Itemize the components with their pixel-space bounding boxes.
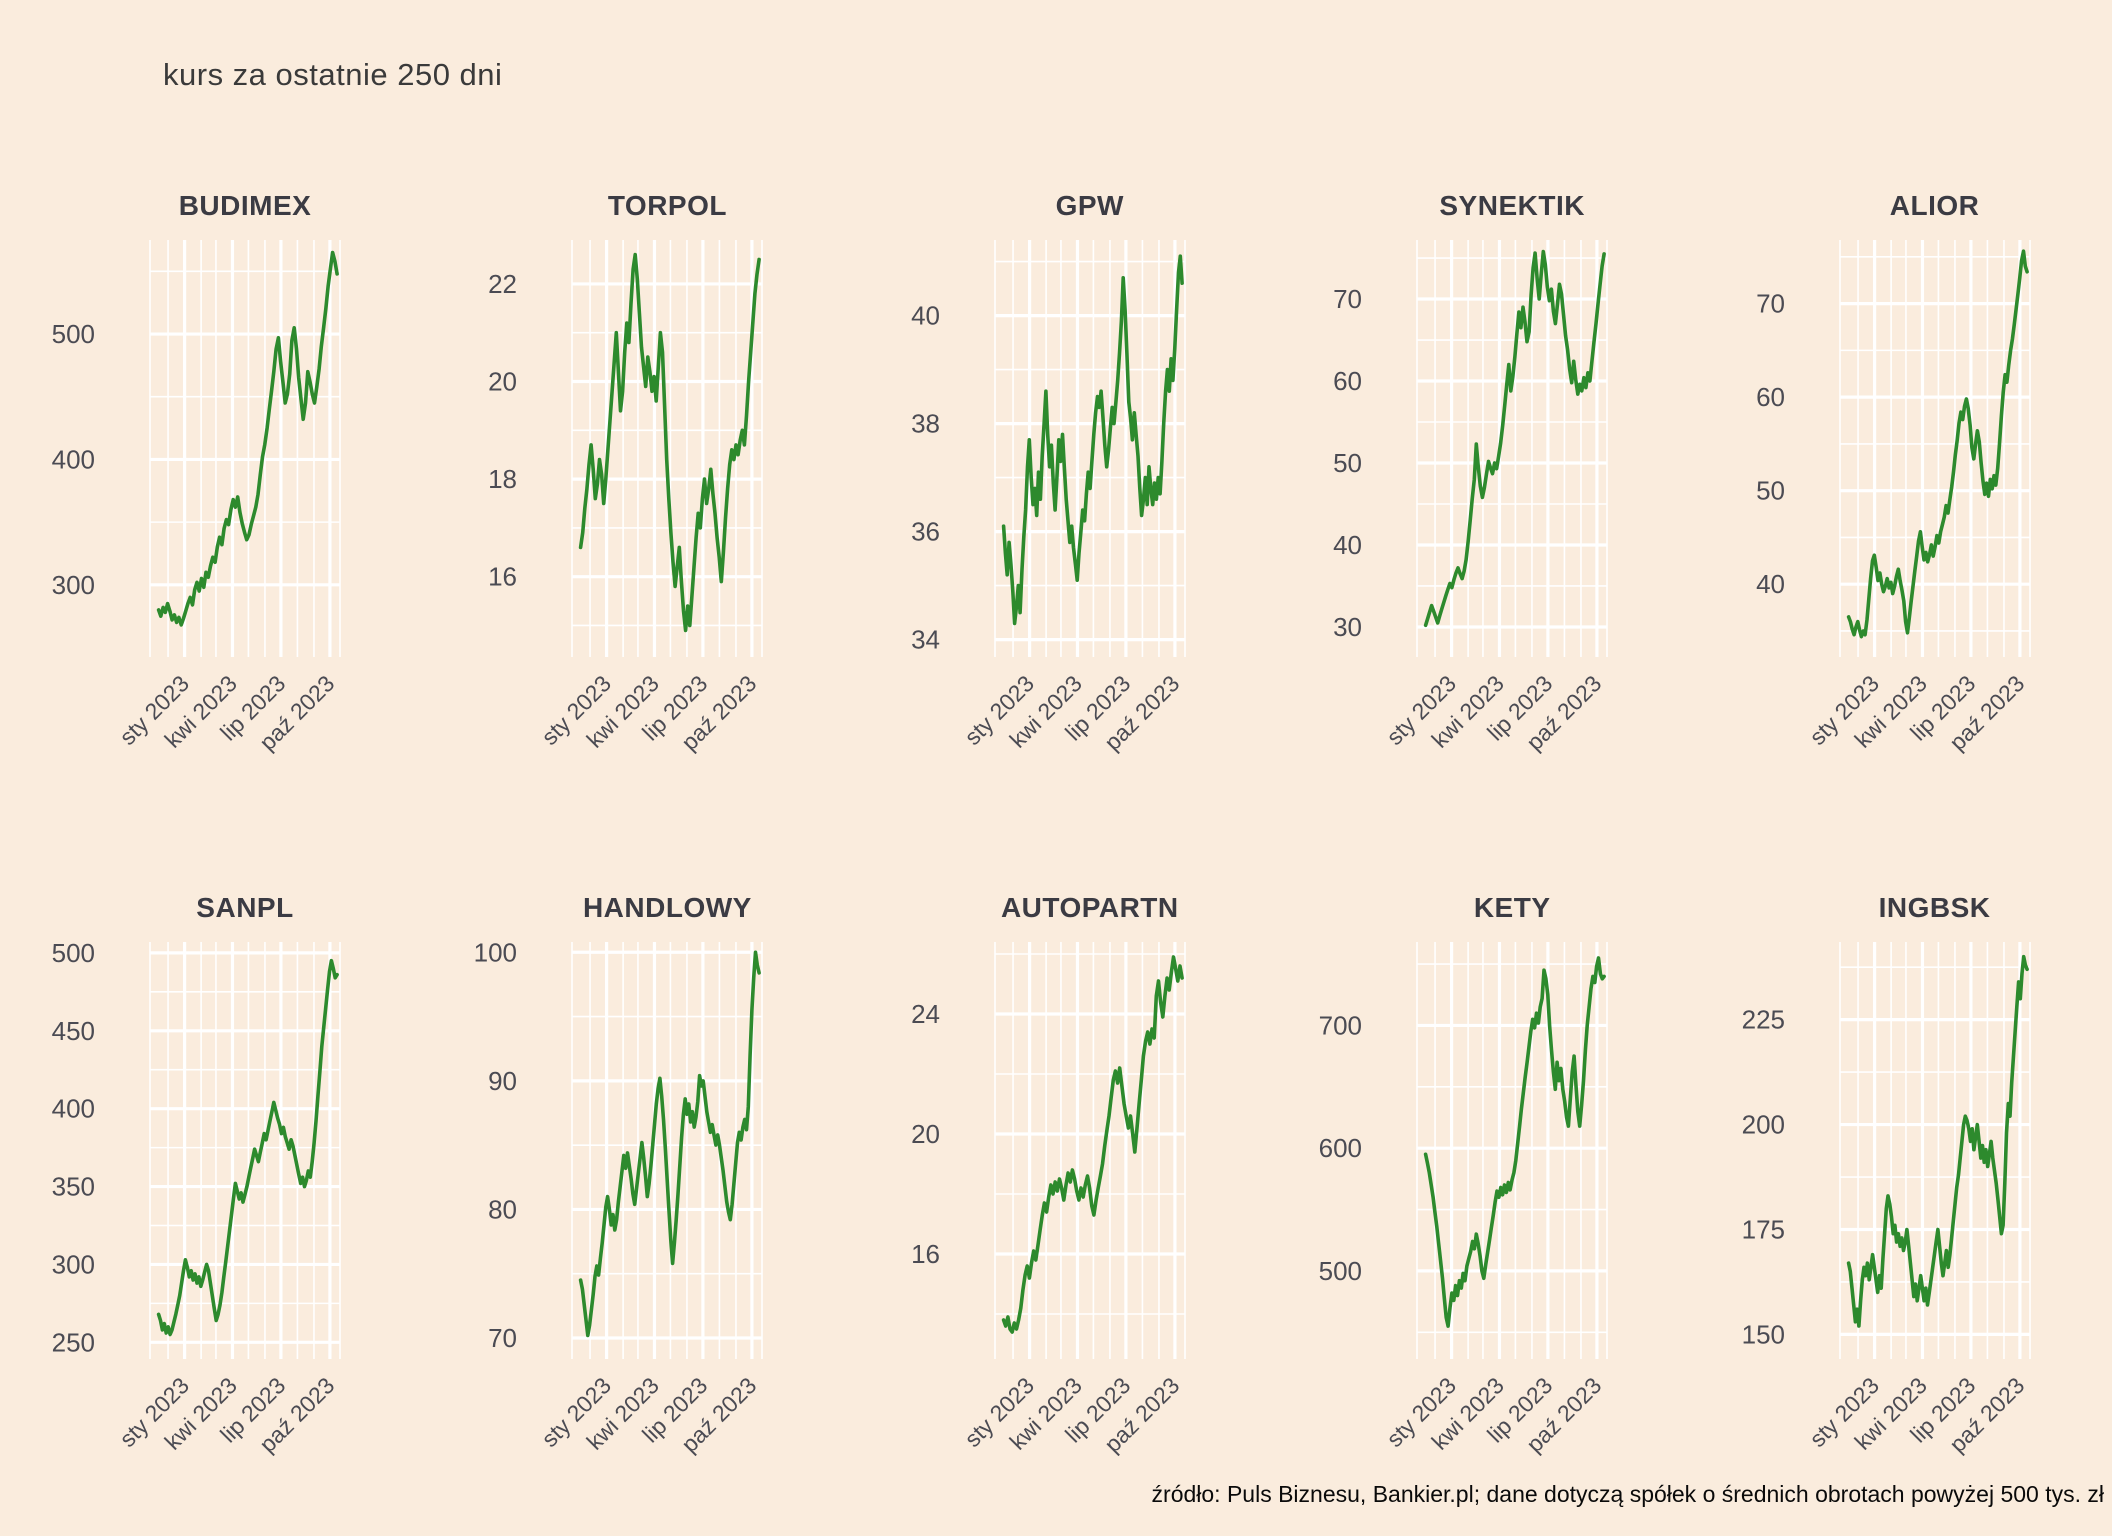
page-title: kurs za ostatnie 250 dni xyxy=(163,57,503,92)
y-tick-label: 30 xyxy=(1333,612,1362,642)
chart-title-synektik: SYNEKTIK xyxy=(1439,190,1585,221)
y-tick-label: 300 xyxy=(52,570,95,600)
y-tick-label: 350 xyxy=(52,1172,95,1202)
y-tick-label: 50 xyxy=(1756,476,1785,506)
y-tick-label: 700 xyxy=(1319,1010,1362,1040)
y-tick-label: 100 xyxy=(474,937,517,967)
chart-cell-budimex: BUDIMEX 300 400 500 sty 2023 kwi 2023 lip 2023… xyxy=(0,185,422,797)
y-tick-label: 250 xyxy=(52,1327,95,1357)
price-line-alior xyxy=(1846,249,2029,639)
chart-cell-handlowy: HANDLOWY 70 80 90 100 sty 2023 kwi 2023 lip 202… xyxy=(422,887,844,1499)
y-tick-label: 38 xyxy=(911,409,940,439)
y-tick-label: 150 xyxy=(1741,1319,1784,1349)
y-tick-label: 300 xyxy=(52,1249,95,1279)
y-tick-label: 36 xyxy=(911,517,940,547)
y-tick-label: 40 xyxy=(1756,569,1785,599)
y-tick-label: 90 xyxy=(488,1066,517,1096)
y-tick-label: 50 xyxy=(1333,448,1362,478)
y-tick-label: 60 xyxy=(1756,382,1785,412)
y-tick-label: 22 xyxy=(488,269,517,299)
price-line-budimex xyxy=(156,250,339,627)
y-tick-label: 70 xyxy=(488,1323,517,1353)
chart-cell-sanpl: SANPL 250 300 350 400 450 500 sty 2023 kwi 2023 l… xyxy=(0,887,422,1499)
chart-cell-synektik: SYNEKTIK 30 40 50 60 70 sty 2023 kwi 2023 lip 20… xyxy=(1267,185,1689,797)
y-tick-label: 20 xyxy=(488,367,517,397)
y-tick-label: 600 xyxy=(1319,1133,1362,1163)
chart-title-alior: ALIOR xyxy=(1889,190,1980,221)
price-line-synektik xyxy=(1423,249,1607,628)
price-line-sanpl xyxy=(156,958,339,1337)
chart-cell-alior: ALIOR 40 50 60 70 sty 2023 kwi 2023 lip 2023 paź… xyxy=(1690,185,2112,797)
price-line-ingbsk xyxy=(1846,954,2029,1328)
chart-title-sanpl: SANPL xyxy=(196,892,294,923)
chart-title-autopartn: AUTOPARTN xyxy=(1000,892,1179,923)
y-tick-label: 450 xyxy=(52,1016,95,1046)
y-tick-label: 500 xyxy=(1319,1256,1362,1286)
source-note: źródło: Puls Biznesu, Bankier.pl; dane d… xyxy=(1151,1481,2104,1507)
chart-cell-autopartn: AUTOPARTN 16 20 24 sty 2023 kwi 2023 lip 2023 p… xyxy=(845,887,1267,1499)
chart-title-handlowy: HANDLOWY xyxy=(582,892,752,923)
y-tick-label: 70 xyxy=(1756,289,1785,319)
y-tick-label: 400 xyxy=(52,1094,95,1124)
y-tick-label: 40 xyxy=(1333,530,1362,560)
chart-cell-ingbsk: INGBSK 150 175 200 225 sty 2023 kwi 2023 lip 20… xyxy=(1690,887,2112,1499)
y-tick-label: 200 xyxy=(1741,1110,1784,1140)
y-tick-label: 225 xyxy=(1741,1005,1784,1035)
y-tick-label: 18 xyxy=(488,464,517,494)
y-tick-label: 60 xyxy=(1333,366,1362,396)
chart-cell-gpw: GPW 34 36 38 40 sty 2023 kwi 2023 lip 2023 paź 2… xyxy=(845,185,1267,797)
price-line-kety xyxy=(1423,956,1607,1328)
chart-title-kety: KETY xyxy=(1473,892,1551,923)
chart-cell-kety: KETY 500 600 700 sty 2023 kwi 2023 lip 2023 paź… xyxy=(1267,887,1689,1499)
price-line-autopartn xyxy=(1001,955,1184,1334)
chart-title-gpw: GPW xyxy=(1055,190,1124,221)
y-tick-label: 20 xyxy=(911,1119,940,1149)
y-tick-label: 500 xyxy=(52,319,95,349)
y-tick-label: 70 xyxy=(1333,284,1362,314)
chart-title-budimex: BUDIMEX xyxy=(178,190,312,221)
y-tick-label: 80 xyxy=(488,1194,517,1224)
y-tick-label: 24 xyxy=(911,999,940,1029)
y-tick-label: 16 xyxy=(911,1239,940,1269)
chart-title-torpol: TORPOL xyxy=(607,190,727,221)
price-line-torpol xyxy=(579,252,762,633)
price-line-gpw xyxy=(1001,254,1184,626)
chart-cell-torpol: TORPOL 16 18 20 22 sty 2023 kwi 2023 lip 2023 pa… xyxy=(422,185,844,797)
charts-grid: BUDIMEX 300 400 500 sty 2023 kwi 2023 lip 2023… xyxy=(0,185,2112,1499)
price-line-handlowy xyxy=(579,950,762,1338)
y-tick-label: 34 xyxy=(911,625,940,655)
y-tick-label: 40 xyxy=(911,301,940,331)
y-tick-label: 400 xyxy=(52,444,95,474)
y-tick-label: 500 xyxy=(52,938,95,968)
chart-title-ingbsk: INGBSK xyxy=(1878,892,1991,923)
y-tick-label: 175 xyxy=(1741,1214,1784,1244)
y-tick-label: 16 xyxy=(488,562,517,592)
